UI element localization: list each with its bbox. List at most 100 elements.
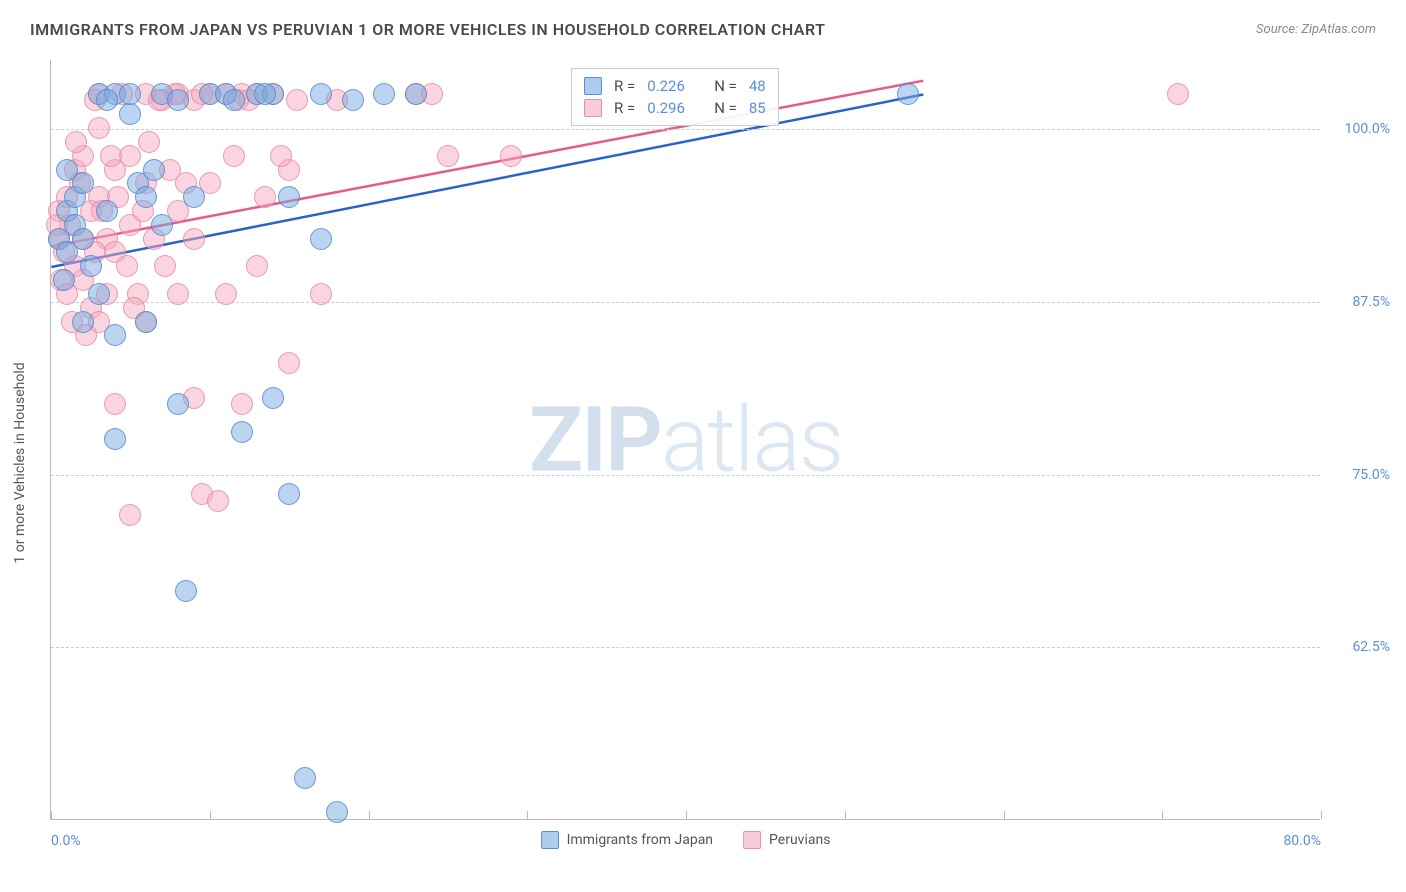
scatter-point: [231, 421, 253, 443]
r-label: R =: [614, 99, 635, 117]
scatter-point: [167, 283, 189, 305]
scatter-point: [119, 103, 141, 125]
x-tick: [845, 811, 846, 819]
header: IMMIGRANTS FROM JAPAN VS PERUVIAN 1 OR M…: [0, 0, 1406, 49]
scatter-point: [207, 490, 229, 512]
scatter-point: [286, 89, 308, 111]
scatter-point: [104, 393, 126, 415]
r-label: R =: [614, 77, 635, 95]
scatter-point: [56, 159, 78, 181]
n-value: 48: [749, 77, 766, 95]
scatter-point: [183, 186, 205, 208]
scatter-point: [310, 228, 332, 250]
scatter-point: [897, 83, 919, 105]
scatter-point: [175, 580, 197, 602]
scatter-point: [65, 131, 87, 153]
scatter-point: [116, 255, 138, 277]
scatter-point: [254, 186, 276, 208]
gridline-horizontal: [51, 475, 1320, 476]
scatter-point: [119, 83, 141, 105]
scatter-point: [310, 283, 332, 305]
scatter-point: [167, 393, 189, 415]
chart-container: 1 or more Vehicles in Household ZIPatlas…: [50, 60, 1390, 850]
scatter-point: [310, 83, 332, 105]
scatter-point: [342, 89, 364, 111]
scatter-point: [500, 145, 522, 167]
scatter-point: [154, 255, 176, 277]
x-tick: [527, 811, 528, 819]
scatter-point: [135, 186, 157, 208]
legend-series-item: Peruvians: [743, 831, 830, 849]
scatter-point: [96, 89, 118, 111]
watermark-bold: ZIP: [529, 387, 661, 492]
scatter-point: [223, 145, 245, 167]
gridline-horizontal: [51, 129, 1320, 130]
x-tick: [686, 811, 687, 819]
legend-correlation: R = 0.226 N = 48 R = 0.296 N = 85: [571, 68, 779, 126]
scatter-point: [72, 228, 94, 250]
watermark: ZIPatlas: [529, 387, 842, 492]
legend-swatch: [541, 831, 559, 849]
n-label: N =: [714, 77, 737, 95]
scatter-point: [437, 145, 459, 167]
x-tick: [210, 811, 211, 819]
scatter-point: [100, 145, 122, 167]
scatter-point: [1167, 83, 1189, 105]
scatter-point: [167, 89, 189, 111]
scatter-point: [72, 311, 94, 333]
scatter-point: [405, 83, 427, 105]
chart-title: IMMIGRANTS FROM JAPAN VS PERUVIAN 1 OR M…: [30, 20, 825, 39]
legend-swatch: [584, 77, 602, 95]
plot-area: ZIPatlas R = 0.226 N = 48 R = 0.296 N = …: [50, 60, 1320, 820]
scatter-point: [138, 131, 160, 153]
x-tick: [1004, 811, 1005, 819]
scatter-point: [88, 283, 110, 305]
scatter-point: [294, 767, 316, 789]
legend-series-item: Immigrants from Japan: [541, 831, 713, 849]
x-tick: [51, 811, 52, 819]
y-tick-label: 75.0%: [1330, 467, 1390, 483]
scatter-point: [246, 255, 268, 277]
x-tick: [1321, 811, 1322, 819]
y-tick-label: 62.5%: [1330, 639, 1390, 655]
scatter-point: [104, 428, 126, 450]
scatter-point: [223, 89, 245, 111]
scatter-point: [373, 83, 395, 105]
scatter-point: [135, 311, 157, 333]
legend-swatch: [743, 831, 761, 849]
n-label: N =: [714, 99, 737, 117]
legend-correlation-row: R = 0.226 N = 48: [584, 75, 766, 97]
legend-series-label: Immigrants from Japan: [567, 832, 713, 848]
gridline-horizontal: [51, 302, 1320, 303]
legend-swatch: [584, 99, 602, 117]
r-value: 0.296: [647, 99, 702, 117]
scatter-point: [270, 145, 292, 167]
y-tick-label: 87.5%: [1330, 294, 1390, 310]
scatter-point: [231, 393, 253, 415]
scatter-point: [151, 214, 173, 236]
y-tick-label: 100.0%: [1330, 121, 1390, 137]
scatter-point: [262, 387, 284, 409]
legend-correlation-row: R = 0.296 N = 85: [584, 97, 766, 119]
scatter-point: [96, 200, 118, 222]
legend-series-label: Peruvians: [769, 832, 830, 848]
scatter-point: [278, 186, 300, 208]
source-attribution: Source: ZipAtlas.com: [1256, 22, 1376, 37]
scatter-point: [119, 145, 141, 167]
x-tick-label: 80.0%: [1283, 833, 1321, 849]
gridline-horizontal: [51, 647, 1320, 648]
r-value: 0.226: [647, 77, 702, 95]
scatter-point: [254, 83, 276, 105]
legend-series: Immigrants from Japan Peruvians: [541, 831, 831, 849]
scatter-point: [143, 159, 165, 181]
scatter-point: [278, 483, 300, 505]
x-tick-label: 0.0%: [51, 833, 81, 849]
scatter-point: [119, 504, 141, 526]
x-tick: [1162, 811, 1163, 819]
scatter-point: [326, 801, 348, 823]
watermark-light: atlas: [661, 387, 842, 492]
y-axis-label: 1 or more Vehicles in Household: [12, 362, 28, 563]
x-tick: [369, 811, 370, 819]
scatter-point: [104, 324, 126, 346]
n-value: 85: [749, 99, 766, 117]
